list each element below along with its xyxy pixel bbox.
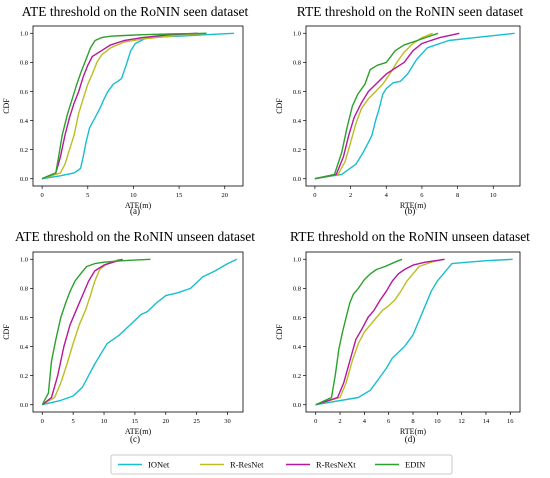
series-line-ionet	[41, 32, 234, 180]
x-tick-label: 6	[387, 418, 391, 425]
panel-caption: (a)	[130, 206, 140, 216]
x-axis-label: ATE(m)	[125, 201, 152, 210]
y-tick-label: 0.6	[293, 89, 302, 96]
x-tick-label: 20	[163, 418, 170, 425]
x-tick-label: 5	[86, 192, 89, 199]
chart-panel-2: RTE threshold on the RoNIN seen dataset 0…	[275, 4, 523, 216]
plot-frame	[32, 25, 244, 187]
y-tick-label: 1.0	[20, 257, 28, 264]
x-tick-label: 2	[338, 418, 341, 425]
x-tick-label: 4	[385, 192, 389, 199]
y-tick-label: 1.0	[293, 31, 301, 38]
chart-panels: ATE threshold on the RoNIN seen dataset 0…	[2, 4, 530, 444]
series-line-r-resnext	[41, 258, 123, 406]
series-line-ionet	[42, 258, 238, 406]
y-axis-label: CDF	[275, 324, 284, 340]
legend-label-edin: EDIN	[405, 460, 425, 470]
y-tick-label: 0.4	[20, 118, 29, 125]
x-tick-label: 20	[221, 192, 228, 199]
series-line-r-resnet	[314, 32, 433, 180]
y-tick-label: 0.8	[20, 286, 28, 293]
panel-caption: (b)	[405, 206, 416, 216]
chart-title: ATE threshold on the RoNIN seen dataset	[22, 4, 249, 19]
panel-caption: (d)	[405, 434, 416, 444]
x-tick-label: 8	[456, 192, 459, 199]
series-line-r-resnet	[41, 258, 120, 406]
y-tick-label: 0.4	[293, 344, 302, 351]
x-axis-label: RTE(m)	[400, 427, 427, 436]
series-line-edin	[41, 258, 151, 406]
plot-frame	[305, 25, 521, 187]
x-axis-label: ATE(m)	[125, 427, 152, 436]
y-tick-label: 0.2	[20, 373, 28, 380]
x-tick-label: 16	[507, 418, 514, 425]
y-tick-label: 0.2	[293, 147, 301, 154]
plot-frame	[32, 251, 244, 413]
x-tick-label: 0	[41, 192, 44, 199]
x-tick-label: 5	[72, 418, 75, 425]
x-tick-label: 6	[420, 192, 424, 199]
y-tick-label: 0.2	[293, 373, 301, 380]
y-tick-label: 0.0	[293, 402, 301, 409]
series-line-ionet	[314, 32, 515, 180]
y-tick-label: 0.6	[20, 89, 29, 96]
x-tick-label: 0	[314, 418, 317, 425]
series-line-r-resnext	[41, 32, 198, 180]
y-tick-label: 0.0	[20, 176, 28, 183]
x-tick-label: 8	[411, 418, 414, 425]
y-tick-label: 0.2	[20, 147, 28, 154]
x-tick-label: 0	[41, 418, 44, 425]
x-tick-label: 10	[130, 192, 137, 199]
series-line-r-resnet	[315, 258, 444, 406]
legend-label-ionet: IONet	[148, 460, 170, 470]
x-tick-label: 10	[101, 418, 108, 425]
x-tick-label: 4	[363, 418, 367, 425]
x-tick-label: 10	[490, 192, 497, 199]
series-line-r-resnext	[315, 258, 445, 406]
y-tick-label: 1.0	[20, 31, 28, 38]
y-tick-label: 0.8	[293, 286, 301, 293]
x-tick-label: 0	[313, 192, 316, 199]
panel-caption: (c)	[130, 434, 140, 444]
y-tick-label: 0.4	[20, 344, 29, 351]
chart-title: ATE threshold on the RoNIN unseen datase…	[15, 229, 255, 244]
legend-frame	[110, 454, 453, 475]
y-tick-label: 0.0	[293, 176, 301, 183]
x-axis-label: RTE(m)	[400, 201, 427, 210]
series-line-edin	[315, 258, 403, 406]
legend-label-r-resnext: R-ResNeXt	[316, 460, 356, 470]
series-line-r-resnext	[314, 32, 460, 180]
x-tick-label: 30	[224, 418, 231, 425]
chart-panel-3: ATE threshold on the RoNIN unseen datase…	[2, 229, 255, 444]
plot-frame	[305, 251, 521, 413]
y-axis-label: CDF	[2, 324, 11, 340]
y-tick-label: 0.8	[20, 60, 28, 67]
y-axis-label: CDF	[275, 98, 284, 114]
legend-label-r-resnet: R-ResNet	[230, 460, 264, 470]
series-line-edin	[314, 32, 439, 180]
series-line-edin	[41, 32, 207, 180]
chart-title: RTE threshold on the RoNIN unseen datase…	[290, 229, 530, 244]
chart-panel-1: ATE threshold on the RoNIN seen dataset 0…	[2, 4, 248, 216]
y-tick-label: 0.6	[293, 315, 302, 322]
chart-title: RTE threshold on the RoNIN seen dataset	[297, 4, 524, 19]
x-tick-label: 2	[349, 192, 352, 199]
x-tick-label: 15	[176, 192, 183, 199]
y-tick-label: 1.0	[293, 257, 301, 264]
y-tick-label: 0.8	[293, 60, 301, 67]
x-tick-label: 12	[458, 418, 465, 425]
series-line-ionet	[315, 258, 513, 406]
series-line-r-resnet	[41, 32, 207, 180]
y-axis-label: CDF	[2, 98, 11, 114]
x-tick-label: 15	[132, 418, 139, 425]
y-tick-label: 0.6	[20, 315, 29, 322]
x-tick-label: 14	[483, 418, 490, 425]
x-tick-label: 25	[193, 418, 200, 425]
y-tick-label: 0.0	[20, 402, 28, 409]
chart-panel-4: RTE threshold on the RoNIN unseen datase…	[275, 229, 530, 444]
x-tick-label: 10	[434, 418, 441, 425]
legend: IONet R-ResNet R-ResNeXt EDIN	[110, 454, 453, 475]
y-tick-label: 0.4	[293, 118, 302, 125]
